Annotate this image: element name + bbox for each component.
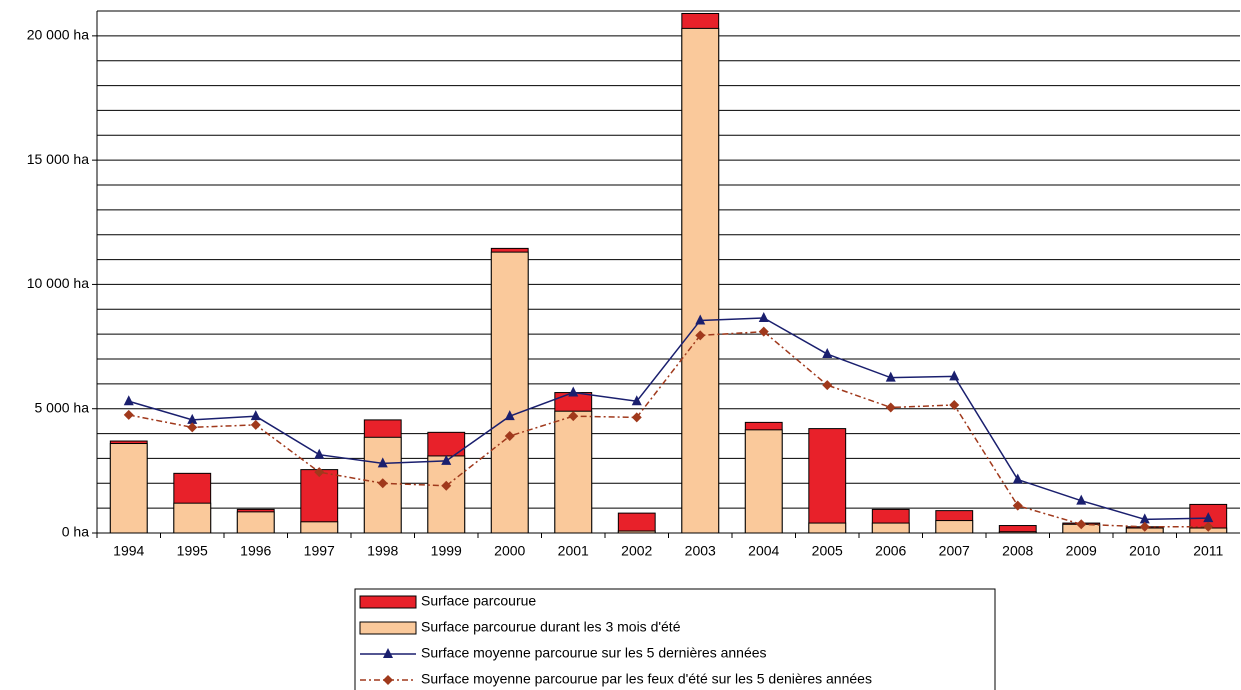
legend-label: Surface moyenne parcourue par les feux d… bbox=[421, 671, 872, 687]
marker bbox=[631, 412, 642, 423]
line bbox=[128, 317, 1209, 521]
legend-swatch bbox=[359, 595, 417, 609]
bar bbox=[554, 410, 593, 534]
bar bbox=[236, 511, 275, 534]
bar bbox=[681, 27, 720, 534]
x-tick-label: 2001 bbox=[558, 543, 589, 559]
y-tick-label: 15 000 ha bbox=[27, 151, 89, 167]
legend-swatch bbox=[359, 621, 417, 635]
marker bbox=[1203, 512, 1214, 523]
x-tick-label: 2010 bbox=[1129, 543, 1160, 559]
x-tick-label: 1999 bbox=[431, 543, 462, 559]
bar bbox=[808, 522, 847, 534]
marker bbox=[383, 675, 393, 685]
marker bbox=[1012, 473, 1023, 484]
marker bbox=[695, 314, 706, 325]
marker bbox=[250, 419, 261, 430]
legend-box bbox=[354, 588, 996, 690]
marker bbox=[822, 380, 833, 391]
x-tick-label: 1996 bbox=[240, 543, 271, 559]
bar bbox=[935, 520, 974, 534]
x-tick-label: 2011 bbox=[1193, 543, 1223, 559]
x-tick-label: 1995 bbox=[177, 543, 208, 559]
marker bbox=[695, 330, 706, 341]
bar bbox=[427, 455, 466, 534]
marker bbox=[123, 409, 134, 420]
marker bbox=[187, 422, 198, 433]
x-tick-label: 1997 bbox=[304, 543, 335, 559]
x-tick-label: 2002 bbox=[621, 543, 652, 559]
marker bbox=[568, 386, 579, 397]
x-tick-label: 2003 bbox=[685, 543, 716, 559]
bar bbox=[808, 428, 847, 534]
marker bbox=[1139, 513, 1150, 524]
marker bbox=[383, 648, 393, 658]
bar bbox=[490, 251, 529, 534]
marker bbox=[1012, 500, 1023, 511]
x-tick-label: 1998 bbox=[367, 543, 398, 559]
marker bbox=[822, 348, 833, 359]
marker bbox=[377, 457, 388, 468]
marker bbox=[441, 480, 452, 491]
legend-label: Surface parcourue durant les 3 mois d'ét… bbox=[421, 619, 681, 635]
marker bbox=[949, 399, 960, 410]
marker bbox=[758, 311, 769, 322]
bar bbox=[871, 522, 910, 534]
marker bbox=[949, 370, 960, 381]
marker bbox=[123, 395, 134, 406]
marker bbox=[1076, 494, 1087, 505]
line bbox=[128, 330, 1209, 528]
x-tick-label: 1994 bbox=[113, 543, 144, 559]
marker bbox=[1076, 519, 1087, 530]
marker bbox=[1203, 521, 1214, 532]
x-tick-label: 2006 bbox=[875, 543, 906, 559]
marker bbox=[504, 410, 515, 421]
bar bbox=[617, 530, 656, 534]
marker bbox=[568, 411, 579, 422]
marker bbox=[377, 478, 388, 489]
marker bbox=[504, 431, 515, 442]
marker bbox=[314, 467, 325, 478]
x-tick-label: 2008 bbox=[1002, 543, 1033, 559]
marker bbox=[187, 413, 198, 424]
bar bbox=[173, 502, 212, 534]
y-tick-label: 20 000 ha bbox=[27, 27, 89, 43]
marker bbox=[1139, 521, 1150, 532]
marker bbox=[314, 448, 325, 459]
marker bbox=[885, 371, 896, 382]
x-tick-label: 2007 bbox=[939, 543, 970, 559]
marker bbox=[885, 402, 896, 413]
x-tick-label: 2005 bbox=[812, 543, 843, 559]
marker bbox=[758, 326, 769, 337]
x-tick-label: 2000 bbox=[494, 543, 525, 559]
marker bbox=[250, 410, 261, 421]
bar bbox=[300, 521, 339, 534]
y-tick-label: 10 000 ha bbox=[27, 275, 89, 291]
y-tick-label: 0 ha bbox=[62, 524, 89, 540]
bar bbox=[109, 443, 148, 534]
x-tick-label: 2004 bbox=[748, 543, 779, 559]
bar bbox=[617, 512, 656, 534]
marker bbox=[631, 395, 642, 406]
legend-label: Surface moyenne parcourue sur les 5 dern… bbox=[421, 645, 767, 661]
bar bbox=[998, 531, 1037, 534]
y-tick-label: 5 000 ha bbox=[35, 399, 90, 415]
legend-label: Surface parcourue bbox=[421, 593, 536, 609]
bar bbox=[744, 429, 783, 534]
marker bbox=[441, 454, 452, 465]
x-tick-label: 2009 bbox=[1066, 543, 1097, 559]
